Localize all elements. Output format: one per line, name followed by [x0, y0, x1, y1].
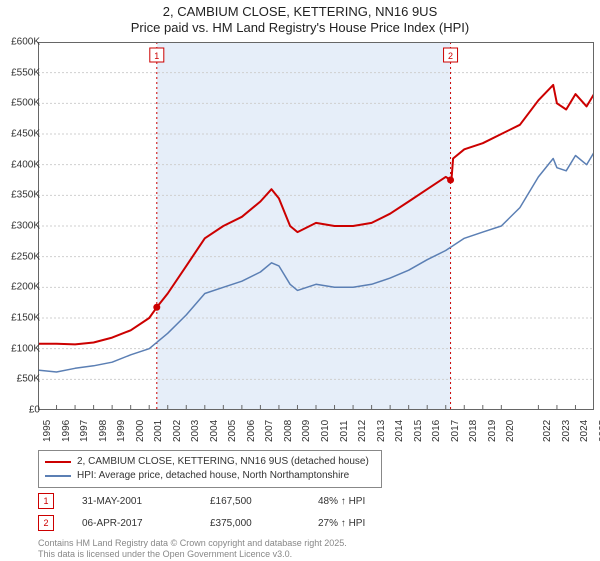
- line-chart-svg: 12: [38, 42, 594, 410]
- legend-swatch: [45, 475, 71, 477]
- y-tick-label: £0: [0, 405, 40, 416]
- chart-title: 2, CAMBIUM CLOSE, KETTERING, NN16 9US Pr…: [0, 0, 600, 37]
- x-tick-label: 1999: [116, 420, 127, 442]
- x-tick-label: 2024: [579, 420, 590, 442]
- svg-text:1: 1: [154, 51, 159, 61]
- x-tick-label: 2012: [357, 420, 368, 442]
- x-tick-label: 2002: [172, 420, 183, 442]
- sale-price: £167,500: [210, 496, 290, 507]
- x-tick-label: 2004: [209, 420, 220, 442]
- legend-item: 2, CAMBIUM CLOSE, KETTERING, NN16 9US (d…: [45, 455, 375, 469]
- x-tick-label: 2014: [394, 420, 405, 442]
- legend-label: 2, CAMBIUM CLOSE, KETTERING, NN16 9US (d…: [77, 455, 369, 469]
- legend-label: HPI: Average price, detached house, Nort…: [77, 469, 349, 483]
- x-tick-label: 2020: [505, 420, 516, 442]
- sale-marker-box: 2: [38, 515, 54, 531]
- sale-date: 31-MAY-2001: [82, 496, 182, 507]
- y-tick-label: £400K: [0, 159, 40, 170]
- x-tick-label: 1998: [98, 420, 109, 442]
- sale-record-row: 2 06-APR-2017 £375,000 27% ↑ HPI: [38, 515, 408, 531]
- legend-swatch: [45, 461, 71, 463]
- x-tick-label: 2015: [413, 420, 424, 442]
- sale-marker-box: 1: [38, 493, 54, 509]
- y-tick-label: £150K: [0, 313, 40, 324]
- y-tick-label: £600K: [0, 37, 40, 48]
- x-tick-label: 2003: [190, 420, 201, 442]
- x-tick-label: 2023: [561, 420, 572, 442]
- x-tick-label: 2018: [468, 420, 479, 442]
- x-tick-label: 1995: [42, 420, 53, 442]
- x-tick-label: 2000: [135, 420, 146, 442]
- x-tick-label: 2006: [246, 420, 257, 442]
- y-tick-label: £500K: [0, 98, 40, 109]
- sale-record-row: 1 31-MAY-2001 £167,500 48% ↑ HPI: [38, 493, 408, 509]
- x-tick-label: 2016: [431, 420, 442, 442]
- x-tick-label: 2019: [487, 420, 498, 442]
- legend-item: HPI: Average price, detached house, Nort…: [45, 469, 375, 483]
- x-tick-label: 2017: [450, 420, 461, 442]
- chart-plot-area: 12: [38, 42, 594, 410]
- y-tick-label: £200K: [0, 282, 40, 293]
- y-tick-label: £250K: [0, 251, 40, 262]
- svg-text:2: 2: [448, 51, 453, 61]
- y-tick-label: £300K: [0, 221, 40, 232]
- x-tick-label: 2022: [542, 420, 553, 442]
- chart-legend: 2, CAMBIUM CLOSE, KETTERING, NN16 9US (d…: [38, 450, 382, 488]
- copyright-footnote: Contains HM Land Registry data © Crown c…: [38, 538, 578, 561]
- footnote-line-2: This data is licensed under the Open Gov…: [38, 549, 578, 560]
- sale-date: 06-APR-2017: [82, 518, 182, 529]
- x-tick-label: 2008: [283, 420, 294, 442]
- sale-vs-hpi: 48% ↑ HPI: [318, 496, 408, 507]
- x-tick-label: 2009: [301, 420, 312, 442]
- x-tick-label: 1996: [61, 420, 72, 442]
- x-tick-label: 2010: [320, 420, 331, 442]
- x-tick-label: 2011: [339, 420, 350, 442]
- y-tick-label: £550K: [0, 67, 40, 78]
- sale-vs-hpi: 27% ↑ HPI: [318, 518, 408, 529]
- x-tick-label: 2007: [264, 420, 275, 442]
- x-tick-label: 2013: [376, 420, 387, 442]
- title-line-1: 2, CAMBIUM CLOSE, KETTERING, NN16 9US: [0, 4, 600, 20]
- title-line-2: Price paid vs. HM Land Registry's House …: [0, 20, 600, 36]
- y-tick-label: £100K: [0, 343, 40, 354]
- x-tick-label: 2005: [227, 420, 238, 442]
- sale-price: £375,000: [210, 518, 290, 529]
- y-tick-label: £350K: [0, 190, 40, 201]
- footnote-line-1: Contains HM Land Registry data © Crown c…: [38, 538, 578, 549]
- x-tick-label: 2001: [153, 420, 164, 442]
- y-tick-label: £50K: [0, 374, 40, 385]
- x-tick-label: 1997: [79, 420, 90, 442]
- y-tick-label: £450K: [0, 129, 40, 140]
